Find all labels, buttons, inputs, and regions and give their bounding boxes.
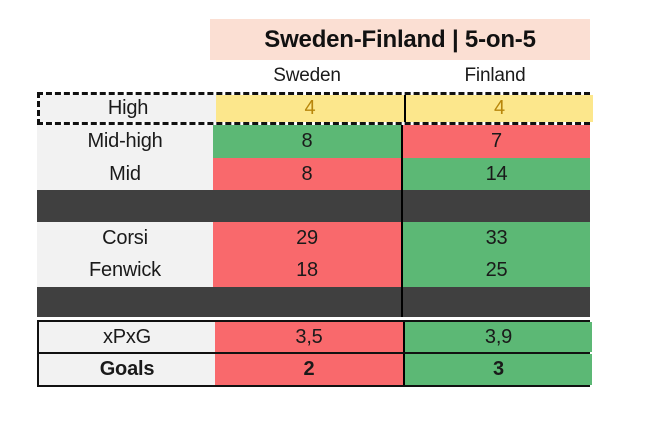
value-cell-sweden: 3,5 [215,322,403,352]
value-cell-sweden: 18 [213,254,401,287]
value-cell-finland: 3 [403,354,592,385]
divider-segment [401,190,590,222]
value-cell-sweden: 2 [215,354,403,385]
stats-table: High 4 4 Mid-high 8 7 Mid 8 14 Corsi 29 … [37,92,593,387]
table-row-high: High 4 4 [37,92,593,125]
value-cell-finland: 25 [401,254,590,287]
column-headers: Sweden Finland [37,61,590,90]
value-cell-finland: 14 [401,158,590,190]
divider-segment [37,287,213,317]
divider-segment [213,287,401,317]
table-row-xpxg: xPxG 3,5 3,9 [39,322,592,354]
value-cell-finland: 4 [404,95,593,122]
value-cell-finland: 7 [401,125,590,158]
table-row-fenwick: Fenwick 18 25 [37,254,590,287]
table-row-goals: Goals 2 3 [39,354,592,385]
column-header-finland: Finland [464,65,526,86]
section-divider [37,287,590,317]
row-label: Goals [39,354,215,385]
table-row-mid: Mid 8 14 [37,158,590,190]
table-row-mid-high: Mid-high 8 7 [37,125,590,158]
divider-segment [213,190,401,222]
divider-segment [401,287,590,317]
row-label: Fenwick [37,254,213,287]
value-cell-sweden: 8 [213,158,401,190]
value-cell-sweden: 4 [216,95,404,122]
table-row-corsi: Corsi 29 33 [37,222,590,254]
header-spacer [37,61,213,90]
value-cell-finland: 3,9 [403,322,592,352]
divider-segment [37,190,213,222]
row-label: Mid [37,158,213,190]
row-label: High [40,95,216,122]
totals-block: xPxG 3,5 3,9 Goals 2 3 [37,320,592,387]
page-title: Sweden-Finland | 5-on-5 [210,19,590,60]
value-cell-sweden: 8 [213,125,401,158]
row-label: xPxG [39,322,215,352]
value-cell-finland: 33 [401,222,590,254]
section-divider [37,190,590,222]
value-cell-sweden: 29 [213,222,401,254]
row-label: Mid-high [37,125,213,158]
column-header-sweden: Sweden [273,65,341,86]
row-label: Corsi [37,222,213,254]
